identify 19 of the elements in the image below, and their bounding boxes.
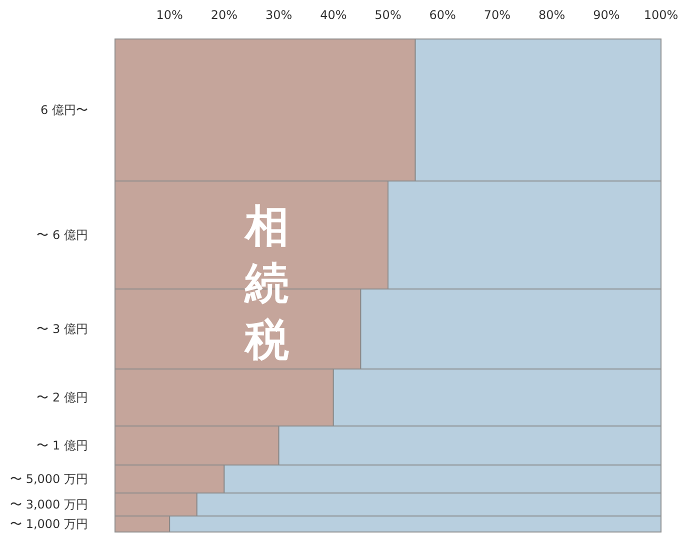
y-tick-label: 〜 3 億円 <box>36 322 88 336</box>
y-tick-label: 〜 1,000 万円 <box>10 517 88 531</box>
y-tick-label: 〜 1 億円 <box>36 438 88 452</box>
x-tick-label: 10% <box>156 8 183 22</box>
y-tick-label: 〜 5,000 万円 <box>10 472 88 486</box>
x-tick-label: 40% <box>320 8 347 22</box>
x-tick-label: 90% <box>593 8 620 22</box>
x-tick-label: 60% <box>429 8 456 22</box>
y-tick-label: 〜 3,000 万円 <box>10 498 88 512</box>
x-tick-label: 30% <box>265 8 292 22</box>
y-tick-label: 〜 6 億円 <box>36 228 88 242</box>
y-tick-label: 〜 2 億円 <box>36 390 88 404</box>
y-tick-label: 6 億円〜 <box>40 103 88 117</box>
x-tick-label: 50% <box>374 8 402 22</box>
x-tick-label: 100% <box>644 8 678 22</box>
x-tick-label: 70% <box>484 8 511 22</box>
x-tick-label: 80% <box>538 8 566 22</box>
x-tick-label: 20% <box>210 8 238 22</box>
annotation: 相続税 <box>243 200 290 368</box>
